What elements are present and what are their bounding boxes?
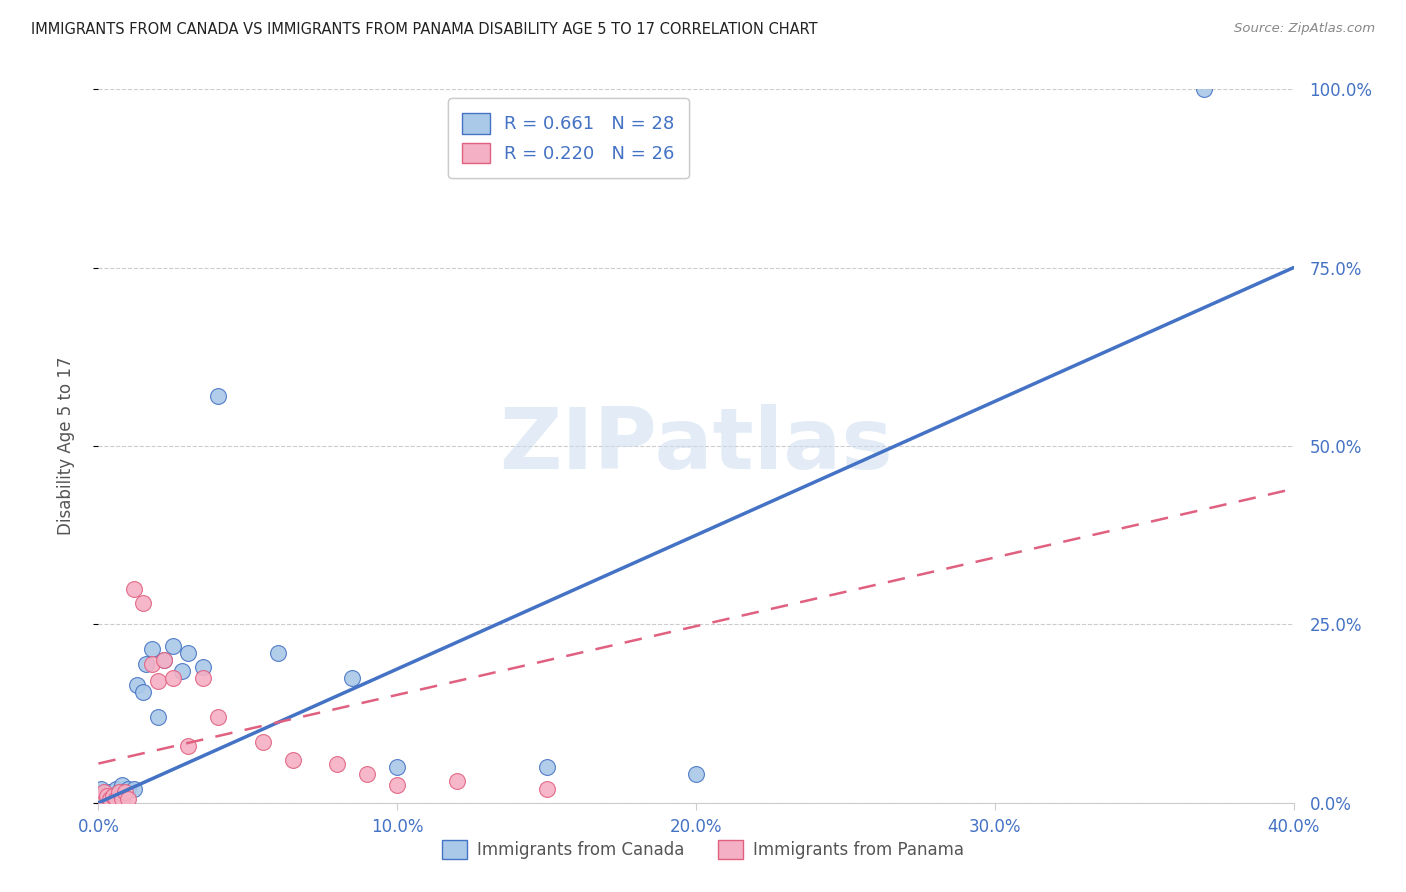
Point: [177, 739, 200, 753]
Point: [267, 646, 290, 660]
Point: [93, 789, 115, 803]
Point: [536, 781, 558, 796]
Point: [536, 760, 558, 774]
Text: ZIPatlas: ZIPatlas: [499, 404, 893, 488]
Point: [127, 678, 149, 692]
Point: [685, 767, 707, 781]
Point: [114, 785, 136, 799]
Point: [135, 657, 157, 671]
Point: [105, 781, 128, 796]
Point: [446, 774, 468, 789]
Point: [172, 664, 194, 678]
Legend: R = 0.661   N = 28, R = 0.220   N = 26: R = 0.661 N = 28, R = 0.220 N = 26: [449, 98, 689, 178]
Point: [177, 646, 200, 660]
Point: [108, 785, 131, 799]
Point: [342, 671, 364, 685]
Point: [114, 785, 136, 799]
Point: [124, 781, 146, 796]
Point: [132, 685, 155, 699]
Point: [108, 785, 131, 799]
Point: [90, 789, 112, 803]
Point: [90, 781, 112, 796]
Text: IMMIGRANTS FROM CANADA VS IMMIGRANTS FROM PANAMA DISABILITY AGE 5 TO 17 CORRELAT: IMMIGRANTS FROM CANADA VS IMMIGRANTS FRO…: [31, 22, 817, 37]
Point: [252, 735, 274, 749]
Point: [153, 653, 176, 667]
Point: [281, 753, 304, 767]
Point: [124, 582, 146, 596]
Y-axis label: Disability Age 5 to 17: Disability Age 5 to 17: [56, 357, 75, 535]
Point: [105, 792, 128, 806]
Point: [148, 710, 170, 724]
Point: [98, 792, 122, 806]
Point: [96, 789, 118, 803]
Point: [385, 760, 409, 774]
Point: [93, 785, 115, 799]
Point: [132, 596, 155, 610]
Point: [385, 778, 409, 792]
Point: [191, 660, 214, 674]
Point: [98, 785, 122, 799]
Point: [153, 653, 176, 667]
Point: [207, 389, 229, 403]
Point: [141, 642, 163, 657]
Point: [96, 789, 118, 803]
Point: [162, 671, 184, 685]
Point: [162, 639, 184, 653]
Point: [356, 767, 378, 781]
Point: [103, 789, 125, 803]
Point: [141, 657, 163, 671]
Point: [1192, 82, 1215, 96]
Point: [191, 671, 214, 685]
Point: [326, 756, 349, 771]
Point: [111, 792, 134, 806]
Text: Source: ZipAtlas.com: Source: ZipAtlas.com: [1234, 22, 1375, 36]
Point: [111, 778, 134, 792]
Point: [103, 789, 125, 803]
Legend: Immigrants from Canada, Immigrants from Panama: Immigrants from Canada, Immigrants from …: [436, 833, 970, 866]
Point: [148, 674, 170, 689]
Point: [117, 792, 139, 806]
Point: [117, 781, 139, 796]
Point: [207, 710, 229, 724]
